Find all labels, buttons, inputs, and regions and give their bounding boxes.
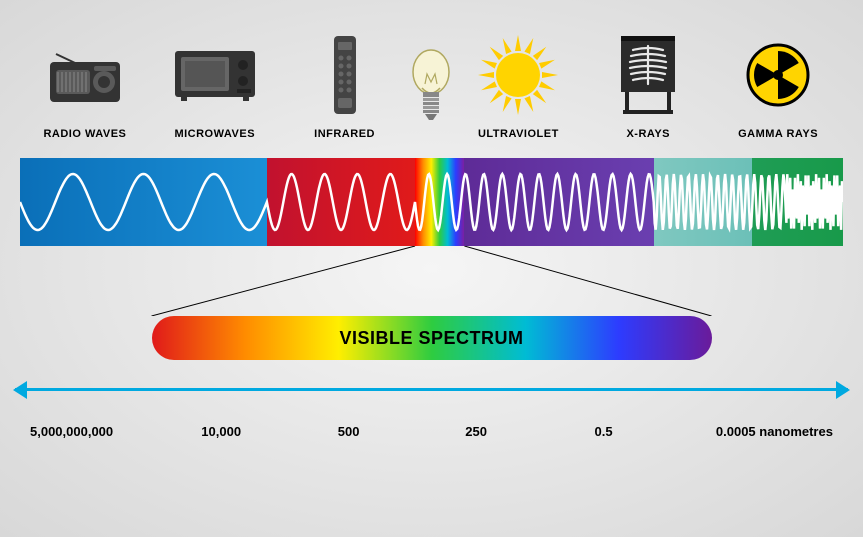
icons-row: RADIO WAVES MICROWAVES bbox=[0, 0, 863, 140]
scale-value: 5,000,000,000 bbox=[30, 424, 157, 439]
radio-icon bbox=[46, 30, 124, 120]
visible-spectrum-label: VISIBLE SPECTRUM bbox=[339, 328, 523, 349]
category-label: X-RAYS bbox=[626, 128, 670, 140]
category-gamma: GAMMA RAYS bbox=[713, 30, 843, 140]
category-radio: RADIO WAVES bbox=[20, 30, 150, 140]
scale-value: 0.5 bbox=[540, 424, 667, 439]
category-infrared: INFRARED bbox=[280, 30, 410, 140]
scale-value: 0.0005 nanometres bbox=[667, 424, 833, 439]
scale-value: 10,000 bbox=[157, 424, 284, 439]
spectrum-band bbox=[20, 158, 843, 246]
lightbulb-icon bbox=[409, 42, 453, 132]
xray-icon bbox=[613, 30, 683, 120]
wavelength-scale-arrow bbox=[15, 388, 848, 408]
wave-overlay bbox=[20, 158, 843, 246]
sun-icon bbox=[475, 30, 561, 120]
category-label: MICROWAVES bbox=[174, 128, 255, 140]
visible-spectrum-bar: VISIBLE SPECTRUM bbox=[152, 316, 712, 360]
microwave-icon bbox=[173, 30, 257, 120]
category-label: GAMMA RAYS bbox=[738, 128, 818, 140]
remote-icon bbox=[330, 30, 360, 120]
scale-value: 250 bbox=[412, 424, 539, 439]
category-ultraviolet: ULTRAVIOLET bbox=[453, 30, 583, 140]
category-visible bbox=[409, 42, 453, 140]
callout-lines bbox=[20, 246, 843, 316]
category-label: RADIO WAVES bbox=[43, 128, 126, 140]
radiation-icon bbox=[745, 30, 811, 120]
category-microwave: MICROWAVES bbox=[150, 30, 280, 140]
wavelength-scale-labels: 5,000,000,000 10,000 500 250 0.5 0.0005 … bbox=[30, 424, 833, 439]
category-label: INFRARED bbox=[314, 128, 375, 140]
scale-value: 500 bbox=[285, 424, 412, 439]
category-xray: X-RAYS bbox=[583, 30, 713, 140]
category-label: ULTRAVIOLET bbox=[478, 128, 559, 140]
